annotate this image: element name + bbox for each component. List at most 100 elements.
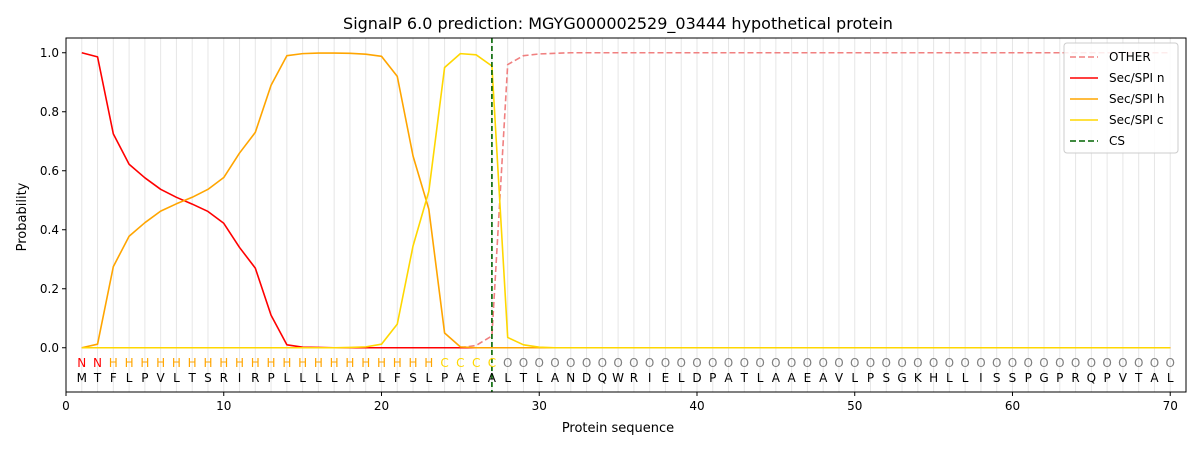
y-tick-label: 0.0	[40, 341, 59, 355]
residue-letter: P	[362, 371, 369, 385]
residue-letter: P	[441, 371, 448, 385]
y-tick-label: 1.0	[40, 46, 59, 60]
residue-letter: L	[284, 371, 291, 385]
region-label: H	[156, 356, 165, 370]
region-label: O	[566, 356, 575, 370]
region-label: H	[330, 356, 339, 370]
x-tick-label: 50	[847, 399, 862, 413]
region-label: O	[676, 356, 685, 370]
legend-box	[1063, 42, 1179, 154]
region-label: O	[945, 356, 954, 370]
residue-letter: L	[378, 371, 385, 385]
region-label: O	[1087, 356, 1096, 370]
residue-letter: L	[425, 371, 432, 385]
region-label: O	[992, 356, 1001, 370]
region-label: O	[866, 356, 875, 370]
region-label: H	[188, 356, 197, 370]
region-label: O	[755, 356, 764, 370]
region-label: N	[77, 356, 86, 370]
residue-letter: S	[1009, 371, 1017, 385]
residue-letter: L	[962, 371, 969, 385]
residue-letter: P	[1104, 371, 1111, 385]
residue-letter: R	[251, 371, 259, 385]
series-line-sec-spi-n	[81, 51, 1171, 349]
residue-letter: A	[788, 371, 797, 385]
region-label: H	[282, 356, 291, 370]
region-label: H	[125, 356, 134, 370]
region-label: O	[535, 356, 544, 370]
region-label: O	[913, 356, 922, 370]
region-label: H	[424, 356, 433, 370]
region-label: H	[267, 356, 276, 370]
residue-letter: Q	[1087, 371, 1096, 385]
residue-letter: V	[157, 371, 166, 385]
series-line-sec-spi-h	[81, 52, 1171, 349]
residue-letter: L	[851, 371, 858, 385]
region-label: O	[1134, 356, 1143, 370]
residue-letter: P	[267, 371, 274, 385]
residue-letter: A	[724, 371, 733, 385]
residue-letter: L	[678, 371, 685, 385]
residue-letter: V	[835, 371, 844, 385]
region-label: O	[834, 356, 843, 370]
region-label: C	[440, 356, 448, 370]
region-label: O	[1102, 356, 1111, 370]
region-label: O	[1024, 356, 1033, 370]
residue-letter: T	[93, 371, 102, 385]
chart-title: SignalP 6.0 prediction: MGYG000002529_03…	[343, 14, 893, 34]
residue-letter: T	[740, 371, 749, 385]
y-tick-label: 0.8	[40, 105, 59, 119]
residue-letter: F	[394, 371, 401, 385]
region-label: O	[1150, 356, 1159, 370]
x-tick-label: 10	[216, 399, 231, 413]
residue-letter: A	[456, 371, 465, 385]
x-tick-label: 70	[1163, 399, 1178, 413]
region-label: O	[1165, 356, 1174, 370]
region-label: C	[456, 356, 464, 370]
residue-letter: R	[220, 371, 228, 385]
region-label: O	[708, 356, 717, 370]
region-label: H	[140, 356, 149, 370]
residue-letter: G	[897, 371, 906, 385]
residue-letter: L	[173, 371, 180, 385]
x-tick-label: 40	[689, 399, 704, 413]
residue-letter: R	[630, 371, 638, 385]
residue-letter: P	[867, 371, 874, 385]
residue-letter: S	[882, 371, 890, 385]
region-label: H	[345, 356, 354, 370]
residue-letter: A	[819, 371, 828, 385]
residue-letter: T	[188, 371, 197, 385]
region-label: H	[109, 356, 118, 370]
region-label: H	[409, 356, 418, 370]
residue-letter: L	[757, 371, 764, 385]
residue-letter: N	[566, 371, 575, 385]
region-label: O	[724, 356, 733, 370]
region-label: H	[251, 356, 260, 370]
region-label: O	[550, 356, 559, 370]
residue-letter: P	[1025, 371, 1032, 385]
residue-letter: L	[126, 371, 133, 385]
residue-letter: L	[504, 371, 511, 385]
residue-letter: G	[1039, 371, 1048, 385]
residue-letter: L	[1167, 371, 1174, 385]
residue-letter: S	[204, 371, 212, 385]
residue-letter: P	[709, 371, 716, 385]
residue-letter: W	[612, 371, 624, 385]
legend-label: Sec/SPI n	[1109, 71, 1164, 85]
residue-letter: A	[1150, 371, 1159, 385]
region-label: O	[1055, 356, 1064, 370]
region-label: C	[488, 356, 496, 370]
residue-letter: L	[536, 371, 543, 385]
region-label: H	[377, 356, 386, 370]
residue-letter: E	[804, 371, 812, 385]
region-label: O	[629, 356, 638, 370]
residue-letter: T	[519, 371, 528, 385]
x-tick-label: 20	[374, 399, 389, 413]
residue-letter: I	[979, 371, 983, 385]
region-label: O	[850, 356, 859, 370]
legend-label: Sec/SPI c	[1109, 113, 1163, 127]
residue-letter: P	[141, 371, 148, 385]
residue-letter: P	[1056, 371, 1063, 385]
